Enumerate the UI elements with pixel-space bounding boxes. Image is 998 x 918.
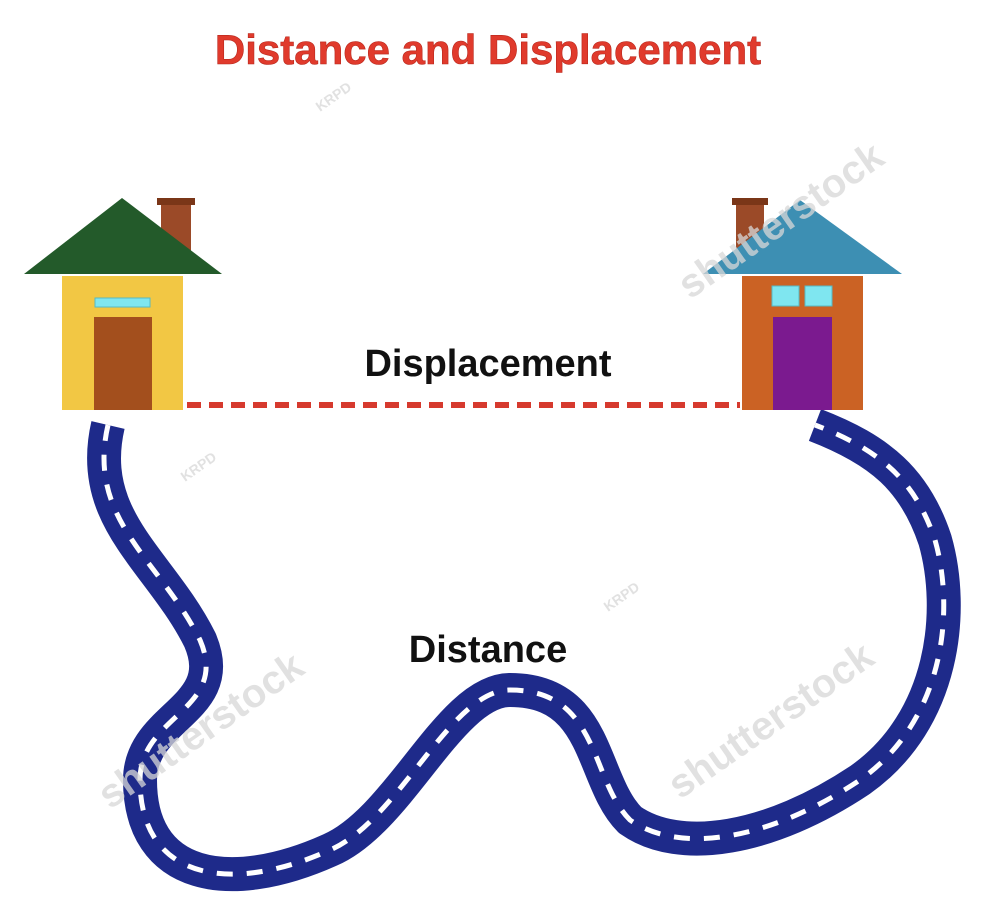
distance-label: Distance [409, 629, 567, 671]
distance-road [87, 409, 961, 892]
house-left [24, 198, 222, 410]
house-left-door [94, 317, 152, 410]
house-right [703, 198, 902, 410]
house-left-roof [24, 198, 222, 274]
house-right-roof [703, 200, 902, 274]
watermark-krpd: KRPD [601, 579, 643, 615]
house-right-window-left [771, 285, 800, 307]
house-right-door [773, 317, 832, 410]
diagram-title: Distance and Displacement [215, 26, 761, 73]
house-right-window-right [804, 285, 833, 307]
watermark-krpd: KRPD [313, 79, 355, 115]
watermark-krpd: KRPD [178, 449, 220, 485]
house-left-window [94, 297, 151, 308]
displacement-label: Displacement [364, 343, 611, 385]
